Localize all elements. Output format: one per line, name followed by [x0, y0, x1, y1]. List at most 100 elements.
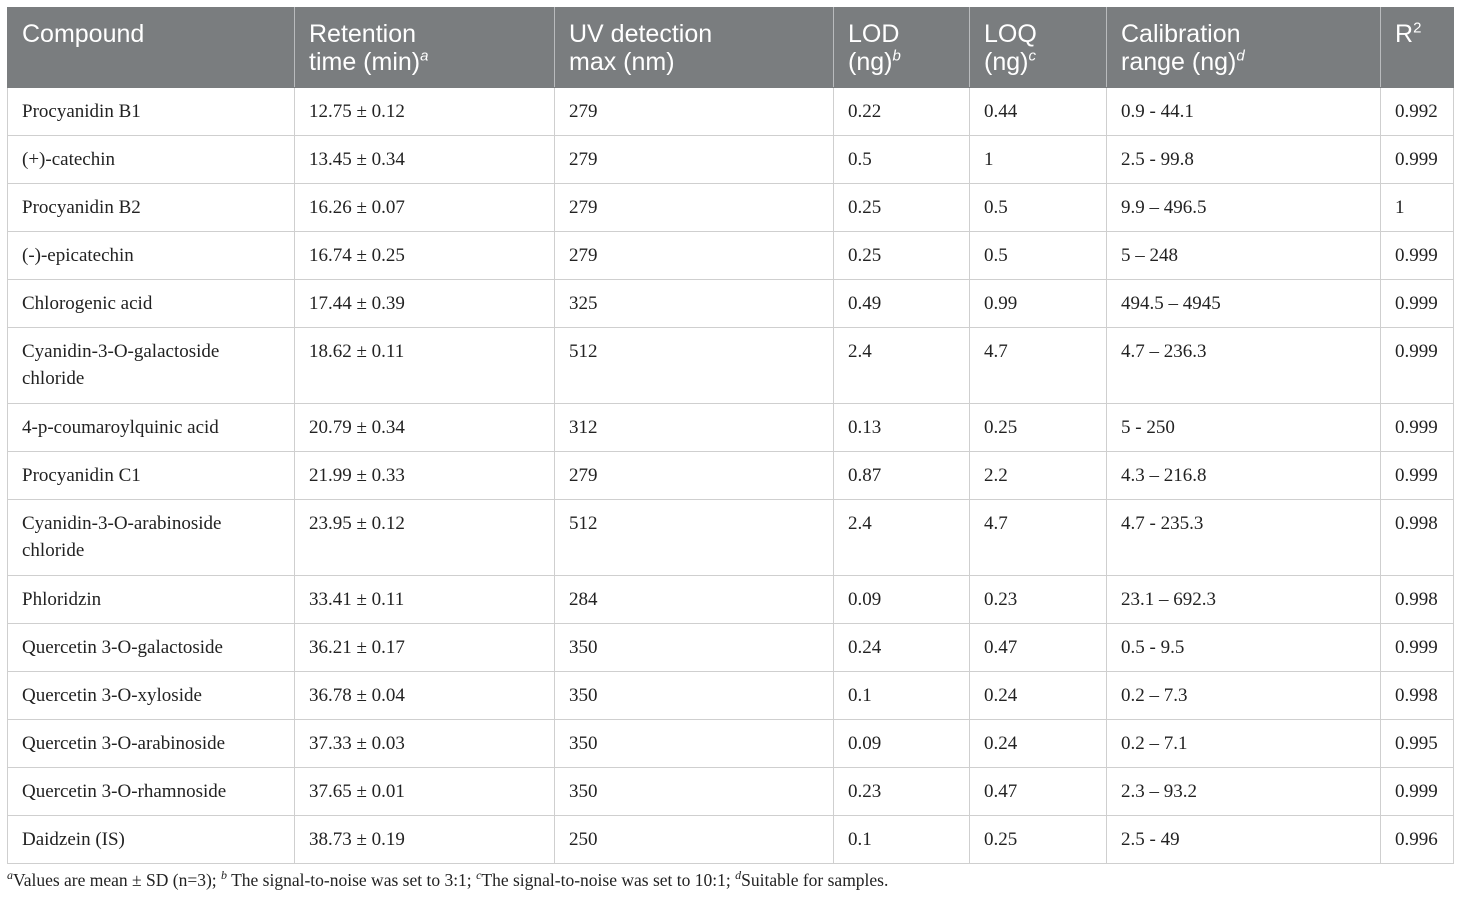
table-cell: 0.1 — [833, 815, 970, 864]
table-cell: 0.2 – 7.3 — [1106, 671, 1381, 720]
table-cell: 9.9 – 496.5 — [1106, 183, 1381, 232]
table-cell: 279 — [554, 135, 834, 184]
table-row: Cyanidin-3-O-arabinoside chloride 23.95 ±… — [7, 499, 1454, 576]
table-cell: 0.22 — [833, 87, 970, 136]
footnote-marker: b — [221, 868, 228, 883]
table-row: Cyanidin-3-O-galactoside chloride 18.62 ±… — [7, 327, 1454, 404]
footnote-text: Values are mean ± SD (n=3); — [13, 870, 222, 890]
table-cell: 0.24 — [833, 623, 970, 672]
table-row: Procyanidin B2 16.26 ± 0.07 279 0.25 0.5 9.9 … — [7, 183, 1454, 232]
table-cell: 0.998 — [1380, 499, 1454, 576]
table-cell: 1 — [969, 135, 1107, 184]
table-cell: 13.45 ± 0.34 — [294, 135, 555, 184]
table-header: Compound Retention time (min)a UV detection… — [7, 7, 1454, 88]
table-cell: 0.5 - 9.5 — [1106, 623, 1381, 672]
column-header: LOD (ng)b — [833, 7, 970, 88]
table-cell: 512 — [554, 499, 834, 576]
table-row: (-)-epicatechin 16.74 ± 0.25 279 0.25 0.5 5 –… — [7, 231, 1454, 280]
table-cell: Procyanidin B2 — [7, 183, 295, 232]
table-cell: 2.4 — [833, 327, 970, 404]
table-cell: 4.7 — [969, 499, 1107, 576]
table-cell: 279 — [554, 231, 834, 280]
table-cell: Procyanidin C1 — [7, 451, 295, 500]
table-cell: 2.5 - 49 — [1106, 815, 1381, 864]
column-header-line2: max (nm) — [569, 48, 675, 76]
table-cell: 0.24 — [969, 719, 1107, 768]
table-cell: 0.999 — [1380, 403, 1454, 452]
table-cell: Chlorogenic acid — [7, 279, 295, 328]
column-header-line1: Retention — [309, 20, 417, 48]
column-header-superscript: 2 — [1413, 19, 1422, 37]
column-header-line1: UV detection — [569, 20, 713, 48]
table-cell: 0.999 — [1380, 135, 1454, 184]
table-cell: 2.3 – 93.2 — [1106, 767, 1381, 816]
table-cell: 0.998 — [1380, 671, 1454, 720]
footnote-text: Suitable for samples. — [741, 870, 889, 890]
table-cell: 0.9 - 44.1 — [1106, 87, 1381, 136]
table-cell: 4.7 — [969, 327, 1107, 404]
table-row: (+)-catechin 13.45 ± 0.34 279 0.5 1 2.5 - 99.… — [7, 135, 1454, 184]
table-row: Procyanidin B1 12.75 ± 0.12 279 0.22 0.44 0.9… — [7, 87, 1454, 136]
table-container: Compound Retention time (min)a UV detection… — [7, 7, 1454, 891]
table-cell: 284 — [554, 575, 834, 624]
table-cell: 0.1 — [833, 671, 970, 720]
table-cell: Procyanidin B1 — [7, 87, 295, 136]
data-table: Compound Retention time (min)a UV detection… — [7, 7, 1454, 864]
table-cell: 0.5 — [969, 183, 1107, 232]
table-cell: 279 — [554, 451, 834, 500]
column-header-line1: R — [1395, 20, 1414, 48]
table-cell: 250 — [554, 815, 834, 864]
table-cell: 23.95 ± 0.12 — [294, 499, 555, 576]
table-cell: 0.998 — [1380, 575, 1454, 624]
column-header-superscript: a — [420, 47, 429, 65]
table-cell: 350 — [554, 767, 834, 816]
table-cell: Quercetin 3-O-xyloside — [7, 671, 295, 720]
table-row: Chlorogenic acid 17.44 ± 0.39 325 0.49 0.99 4… — [7, 279, 1454, 328]
column-header-line1: Calibration — [1121, 20, 1241, 48]
table-cell: 2.5 - 99.8 — [1106, 135, 1381, 184]
table-cell: 0.09 — [833, 719, 970, 768]
table-cell: 0.44 — [969, 87, 1107, 136]
table-row: Quercetin 3-O-galactoside 36.21 ± 0.17 350… — [7, 623, 1454, 672]
table-cell: 0.999 — [1380, 327, 1454, 404]
table-cell: 0.5 — [833, 135, 970, 184]
table-cell: 16.26 ± 0.07 — [294, 183, 555, 232]
table-cell: 0.995 — [1380, 719, 1454, 768]
table-cell: 312 — [554, 403, 834, 452]
table-cell: 36.21 ± 0.17 — [294, 623, 555, 672]
column-header-line2: (ng) — [984, 48, 1029, 76]
table-cell: 0.25 — [833, 231, 970, 280]
table-row: Quercetin 3-O-xyloside 36.78 ± 0.04 350 0.1… — [7, 671, 1454, 720]
table-cell: Cyanidin-3-O-galactoside chloride — [7, 327, 295, 404]
table-cell: 0.47 — [969, 767, 1107, 816]
column-header-line2: time (min) — [309, 48, 421, 76]
table-row: Procyanidin C1 21.99 ± 0.33 279 0.87 2.2 4.3 … — [7, 451, 1454, 500]
table-cell: 0.999 — [1380, 451, 1454, 500]
table-cell: Quercetin 3-O-rhamnoside — [7, 767, 295, 816]
table-cell: 18.62 ± 0.11 — [294, 327, 555, 404]
column-header-superscript: b — [892, 47, 901, 65]
table-cell: Quercetin 3-O-arabinoside — [7, 719, 295, 768]
table-row: Quercetin 3-O-rhamnoside 37.65 ± 0.01 350 0… — [7, 767, 1454, 816]
table-cell: 0.999 — [1380, 279, 1454, 328]
table-cell: 325 — [554, 279, 834, 328]
table-row: Phloridzin 33.41 ± 0.11 284 0.09 0.23 23.1 – … — [7, 575, 1454, 624]
column-header-line1: LOD — [848, 20, 900, 48]
table-cell: 2.4 — [833, 499, 970, 576]
column-header: R2 — [1380, 7, 1454, 88]
table-cell: 0.999 — [1380, 767, 1454, 816]
table-cell: 0.49 — [833, 279, 970, 328]
table-cell: Phloridzin — [7, 575, 295, 624]
table-cell: 12.75 ± 0.12 — [294, 87, 555, 136]
table-cell: 5 – 248 — [1106, 231, 1381, 280]
table-cell: 494.5 – 4945 — [1106, 279, 1381, 328]
footnote-text: The signal-to-noise was set to 10:1; — [481, 870, 736, 890]
column-header-line1: Compound — [22, 20, 145, 48]
table-cell: 350 — [554, 623, 834, 672]
table-cell: 17.44 ± 0.39 — [294, 279, 555, 328]
table-cell: 0.23 — [969, 575, 1107, 624]
column-header-superscript: d — [1236, 47, 1245, 65]
table-cell: 0.13 — [833, 403, 970, 452]
column-header-line2: range (ng) — [1121, 48, 1237, 76]
table-cell: 5 - 250 — [1106, 403, 1381, 452]
